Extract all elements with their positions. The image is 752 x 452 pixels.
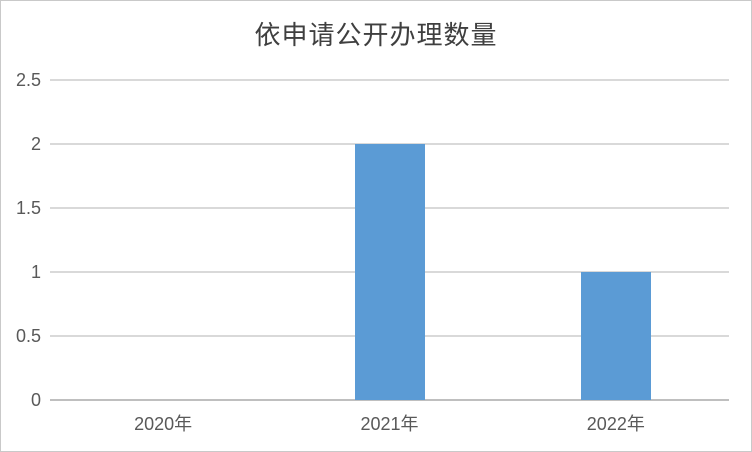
y-tick-label: 2.5 bbox=[15, 70, 41, 90]
y-tick-label: 1 bbox=[30, 262, 41, 282]
x-tick-label: 2021年 bbox=[360, 414, 419, 434]
y-tick-label: 0.5 bbox=[15, 326, 41, 346]
bar-2021年 bbox=[354, 144, 425, 400]
plot-area: 2020年 2021年 2022年 bbox=[50, 79, 729, 434]
y-tick-label: 2 bbox=[30, 134, 41, 154]
x-tick-label: 2022年 bbox=[586, 414, 645, 434]
x-axis-line bbox=[50, 399, 729, 401]
gridline bbox=[50, 79, 729, 81]
x-tick-label: 2020年 bbox=[134, 414, 193, 434]
y-tick-label: 1.5 bbox=[15, 198, 41, 218]
bar-2022年 bbox=[580, 272, 651, 400]
chart-title: 依申请公开办理数量 bbox=[254, 21, 498, 50]
y-tick-label: 0 bbox=[30, 390, 41, 410]
